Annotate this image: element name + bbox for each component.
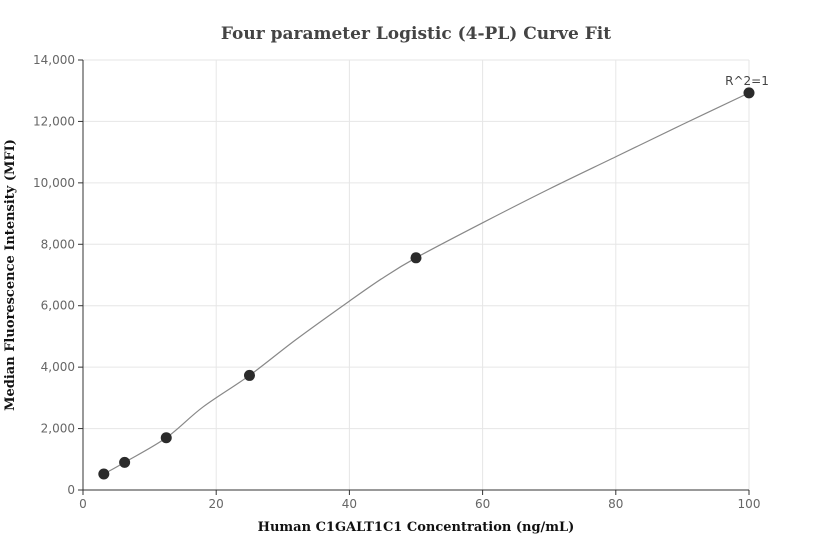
data-point <box>98 468 110 480</box>
tick-labels: 0 20 40 60 80 100 0 2,000 4,000 6,000 8,000 10,000 1… <box>33 53 760 511</box>
y-tick-label: 4,000 <box>41 360 75 374</box>
data-point <box>119 456 131 468</box>
fit-curve-line <box>103 92 750 475</box>
r-squared-annotation: R^2=1 <box>725 74 769 88</box>
y-axis-label: Median Fluorescence Intensity (MFI) <box>3 139 18 411</box>
x-tick-label: 20 <box>209 497 224 511</box>
x-tick-label: 40 <box>342 497 357 511</box>
grid <box>82 59 750 491</box>
y-tick-label: 0 <box>67 483 75 497</box>
data-point <box>160 432 172 444</box>
data-point <box>244 369 255 381</box>
y-tick-label: 10,000 <box>33 176 75 190</box>
y-tick-label: 6,000 <box>41 299 75 313</box>
data-point <box>410 252 422 264</box>
x-tick-label: 80 <box>608 497 623 511</box>
data-points <box>98 87 755 480</box>
chart-title: Four parameter Logistic (4-PL) Curve Fit <box>221 24 611 44</box>
x-axis-label: Human C1GALT1C1 Concentration (ng/mL) <box>258 520 575 535</box>
y-tick-label: 8,000 <box>41 237 75 251</box>
data-point <box>743 87 755 99</box>
x-tick-label: 60 <box>475 497 490 511</box>
x-tick-label: 0 <box>79 497 87 511</box>
y-tick-label: 14,000 <box>33 53 75 67</box>
y-tick-label: 12,000 <box>33 114 75 128</box>
x-tick-label: 100 <box>738 497 761 511</box>
axes <box>78 59 750 495</box>
y-tick-label: 2,000 <box>41 422 75 436</box>
